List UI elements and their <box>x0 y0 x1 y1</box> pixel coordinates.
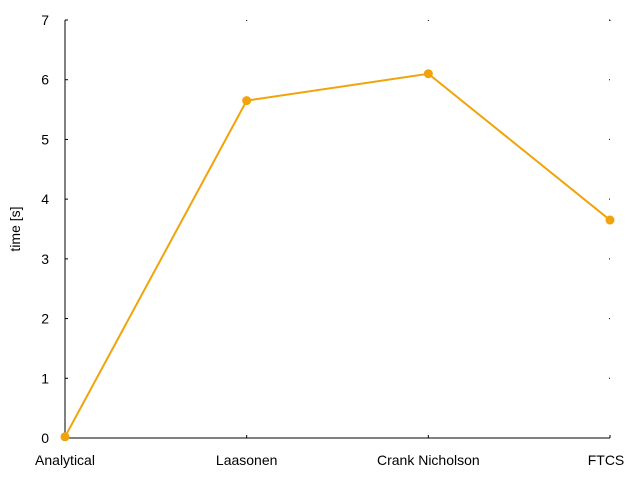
tick-marks <box>64 19 611 439</box>
y-tick-label: 6 <box>41 72 49 88</box>
x-tick-label: FTCS <box>588 452 625 468</box>
series-layer <box>60 69 615 442</box>
y-tick-label: 1 <box>41 370 49 386</box>
data-point-marker <box>242 96 252 106</box>
y-tick-label: 4 <box>41 191 49 207</box>
y-tick-label: 0 <box>41 430 49 446</box>
data-point-marker <box>60 432 70 442</box>
y-tick-label: 5 <box>41 131 49 147</box>
y-axis-label: time [s] <box>7 206 23 251</box>
data-point-marker <box>423 69 433 79</box>
x-tick-labels: Analytical Laasonen Crank Nicholson FTCS <box>35 452 624 468</box>
x-tick-label: Crank Nicholson <box>377 452 480 468</box>
x-tick-label: Laasonen <box>216 452 278 468</box>
y-tick-label: 2 <box>41 311 49 327</box>
series-line <box>64 72 611 438</box>
y-tick-labels: 0 1 2 3 4 5 6 7 <box>41 12 49 446</box>
x-tick-label: Analytical <box>35 452 95 468</box>
y-tick-label: 7 <box>41 12 49 28</box>
axes <box>64 20 610 439</box>
data-point-marker <box>605 215 615 225</box>
y-tick-label: 3 <box>41 251 49 267</box>
